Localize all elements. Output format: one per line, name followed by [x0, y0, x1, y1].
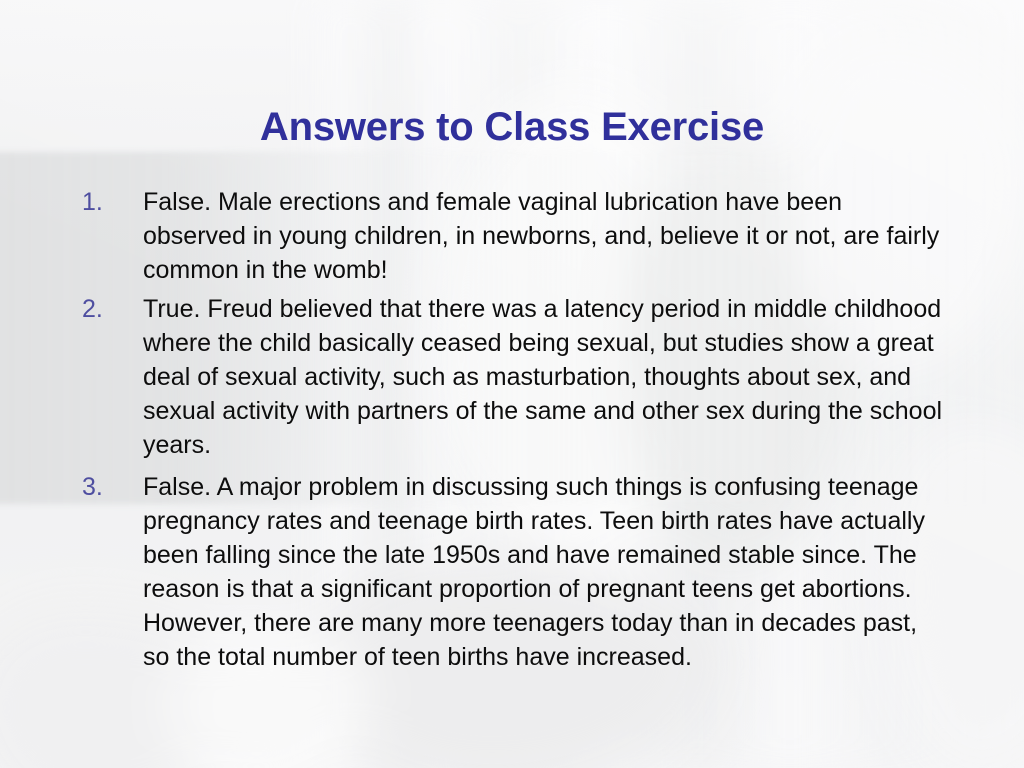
list-item-text: True. Freud believed that there was a la…: [143, 295, 943, 459]
list-item-number: 3.: [82, 473, 103, 501]
list-item-text: False. A major problem in discussing suc…: [143, 473, 925, 671]
list-item: 3. False. A major problem in discussing …: [82, 470, 948, 674]
list-item: 1. False. Male erections and female vagi…: [82, 185, 948, 287]
list-item: 2. True. Freud believed that there was a…: [82, 292, 948, 462]
page-title: Answers to Class Exercise: [259, 104, 765, 149]
list-item-number: 1.: [82, 188, 103, 216]
answers-list: 1. False. Male erections and female vagi…: [82, 185, 948, 674]
list-item-number: 2.: [82, 295, 103, 323]
list-item-text: False. Male erections and female vaginal…: [143, 188, 940, 284]
